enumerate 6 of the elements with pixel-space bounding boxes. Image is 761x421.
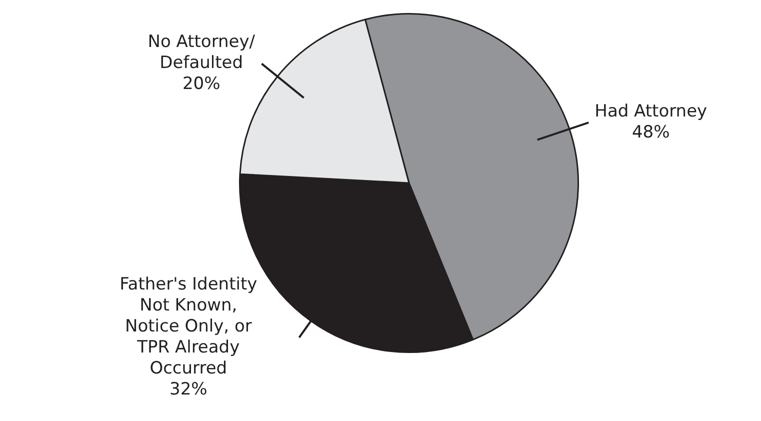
slice-label: Had Attorney — [594, 101, 708, 122]
data-label: 48% — [632, 122, 670, 142]
data-label: 32% — [170, 379, 208, 400]
slice-label: No Attorney/ Defaulted — [148, 32, 256, 74]
data-label: 20% — [182, 74, 220, 94]
slice-label: Father's Identity Not Known, Notice Only, or TPR Already Occurred — [120, 274, 258, 378]
